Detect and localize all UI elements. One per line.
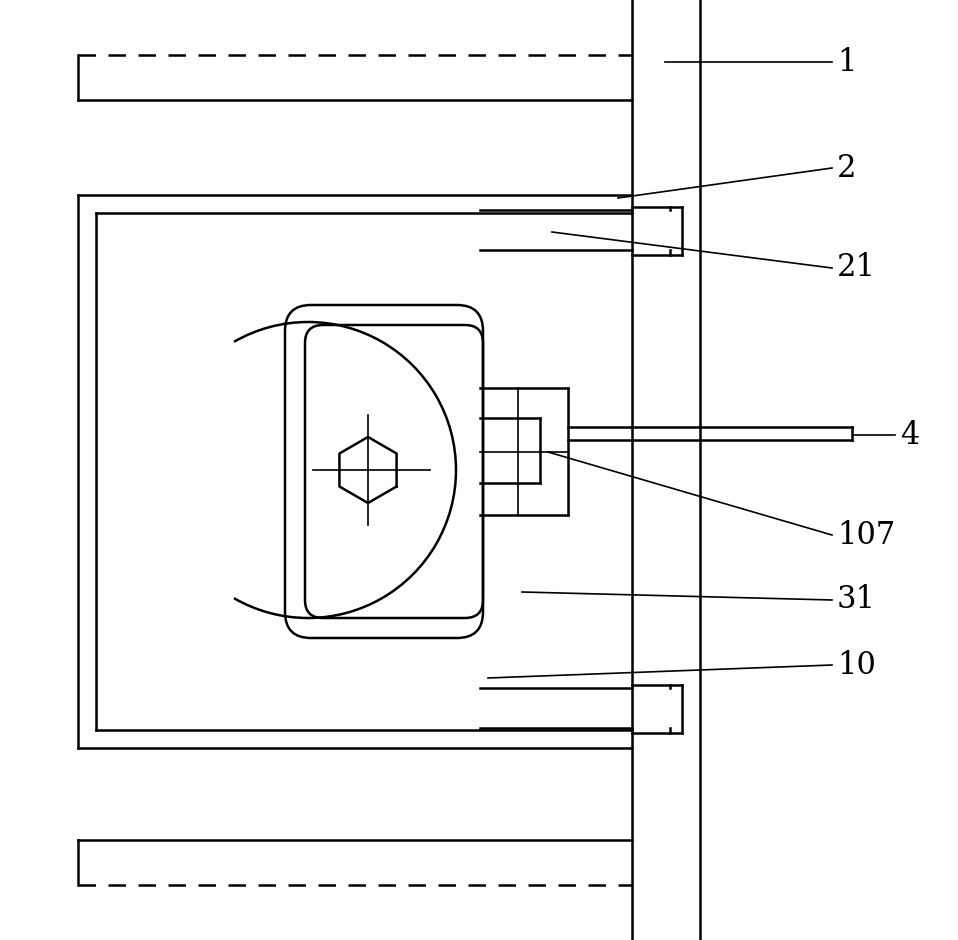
Text: 2: 2 [837,152,856,183]
Text: 10: 10 [837,650,876,681]
Text: 4: 4 [900,419,920,450]
Text: 1: 1 [837,46,856,77]
Text: 107: 107 [837,520,895,551]
Text: 21: 21 [837,253,876,284]
Text: 31: 31 [837,585,876,616]
